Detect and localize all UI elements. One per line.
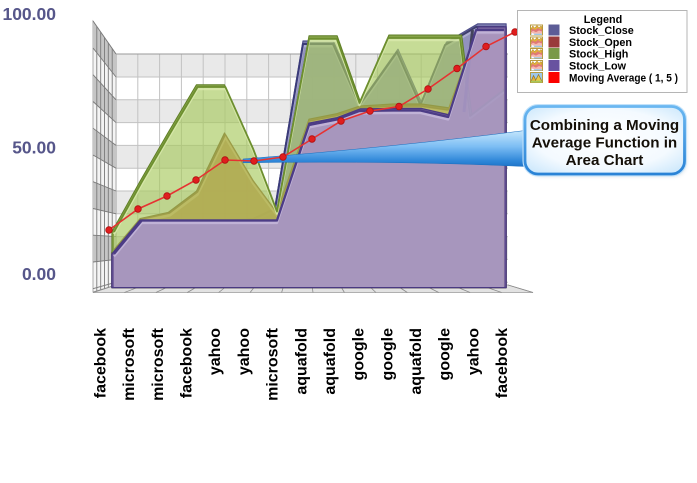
svg-text:microsoft: microsoft [150, 327, 167, 401]
svg-text:google: google [437, 328, 454, 381]
svg-text:Stock_Close: Stock_Close [569, 25, 634, 37]
svg-text:Legend: Legend [584, 14, 622, 26]
svg-text:aquafold: aquafold [408, 328, 425, 395]
svg-text:50.00: 50.00 [12, 138, 56, 158]
svg-text:Stock_High: Stock_High [569, 49, 628, 61]
svg-text:Area Chart: Area Chart [566, 152, 644, 169]
svg-text:100.00: 100.00 [2, 4, 56, 24]
svg-text:Stock_Open: Stock_Open [569, 37, 632, 49]
svg-text:Average Function in: Average Function in [532, 135, 677, 152]
svg-text:microsoft: microsoft [121, 327, 138, 401]
svg-text:facebook: facebook [494, 328, 511, 398]
svg-text:google: google [379, 328, 396, 381]
svg-text:facebook: facebook [93, 328, 110, 398]
svg-text:yahoo: yahoo [465, 328, 482, 375]
svg-text:0.00: 0.00 [22, 264, 56, 284]
svg-text:Stock_Low: Stock_Low [569, 61, 627, 73]
svg-text:google: google [351, 328, 368, 381]
svg-text:microsoft: microsoft [265, 327, 282, 401]
svg-text:Combining a Moving: Combining a Moving [530, 117, 679, 134]
svg-text:aquafold: aquafold [322, 328, 339, 395]
svg-text:Moving Average ( 1, 5 ): Moving Average ( 1, 5 ) [569, 73, 678, 85]
svg-text:yahoo: yahoo [207, 328, 224, 375]
svg-text:facebook: facebook [179, 328, 196, 398]
svg-text:aquafold: aquafold [293, 328, 310, 395]
svg-text:yahoo: yahoo [236, 328, 253, 375]
